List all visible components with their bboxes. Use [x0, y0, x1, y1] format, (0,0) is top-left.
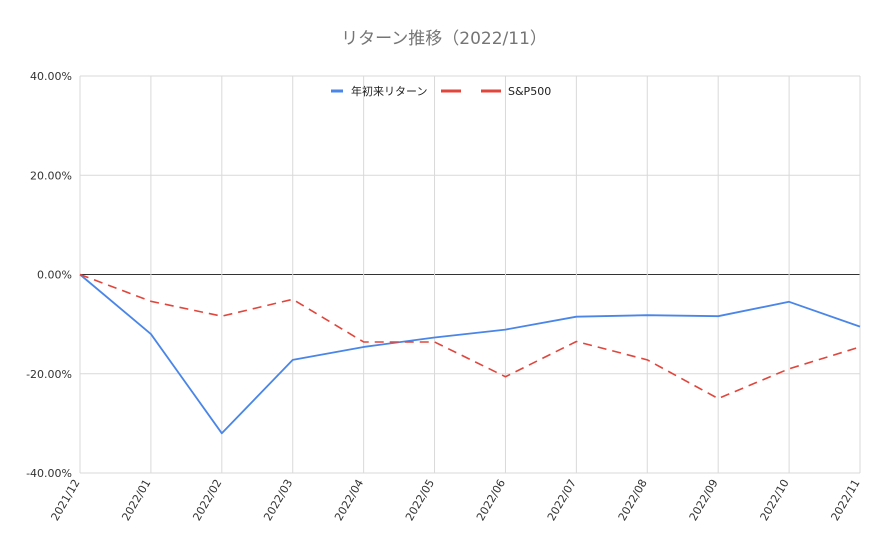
y-tick-label: -20.00%	[26, 368, 72, 381]
x-tick-label: 2022/09	[687, 477, 721, 523]
x-tick-label: 2022/05	[403, 477, 437, 523]
x-tick-label: 2022/08	[616, 477, 650, 523]
legend-label: S&P500	[508, 85, 551, 98]
x-tick-label: 2022/11	[828, 477, 862, 523]
x-tick-label: 2022/01	[119, 477, 153, 523]
x-tick-label: 2022/02	[190, 477, 224, 523]
x-tick-label: 2021/12	[48, 477, 82, 523]
x-tick-label: 2022/03	[261, 477, 295, 523]
y-tick-label: 0.00%	[37, 269, 72, 282]
y-tick-label: 40.00%	[30, 70, 72, 83]
series-line-2	[79, 273, 861, 400]
x-axis-ticks: 2021/12 2022/01 2022/02 2022/03 2022/04 2022/…	[48, 477, 862, 523]
x-tick-label: 2022/04	[332, 477, 366, 523]
x-tick-label: 2022/06	[474, 477, 508, 523]
y-axis-ticks: 40.00% 20.00% 0.00% -20.00% -40.00%	[26, 70, 72, 480]
x-tick-label: 2022/10	[758, 477, 792, 523]
y-tick-label: -40.00%	[26, 467, 72, 480]
y-tick-label: 20.00%	[30, 169, 72, 182]
legend-label: 年初来リターン	[351, 84, 427, 98]
x-tick-label: 2022/07	[545, 477, 579, 523]
grid-lines	[79, 75, 861, 474]
series-lines	[79, 273, 861, 435]
series-line-1	[79, 273, 861, 435]
legend: 年初来リターン S&P500	[331, 84, 551, 98]
chart-title: リターン推移（2022/11）	[341, 29, 547, 49]
